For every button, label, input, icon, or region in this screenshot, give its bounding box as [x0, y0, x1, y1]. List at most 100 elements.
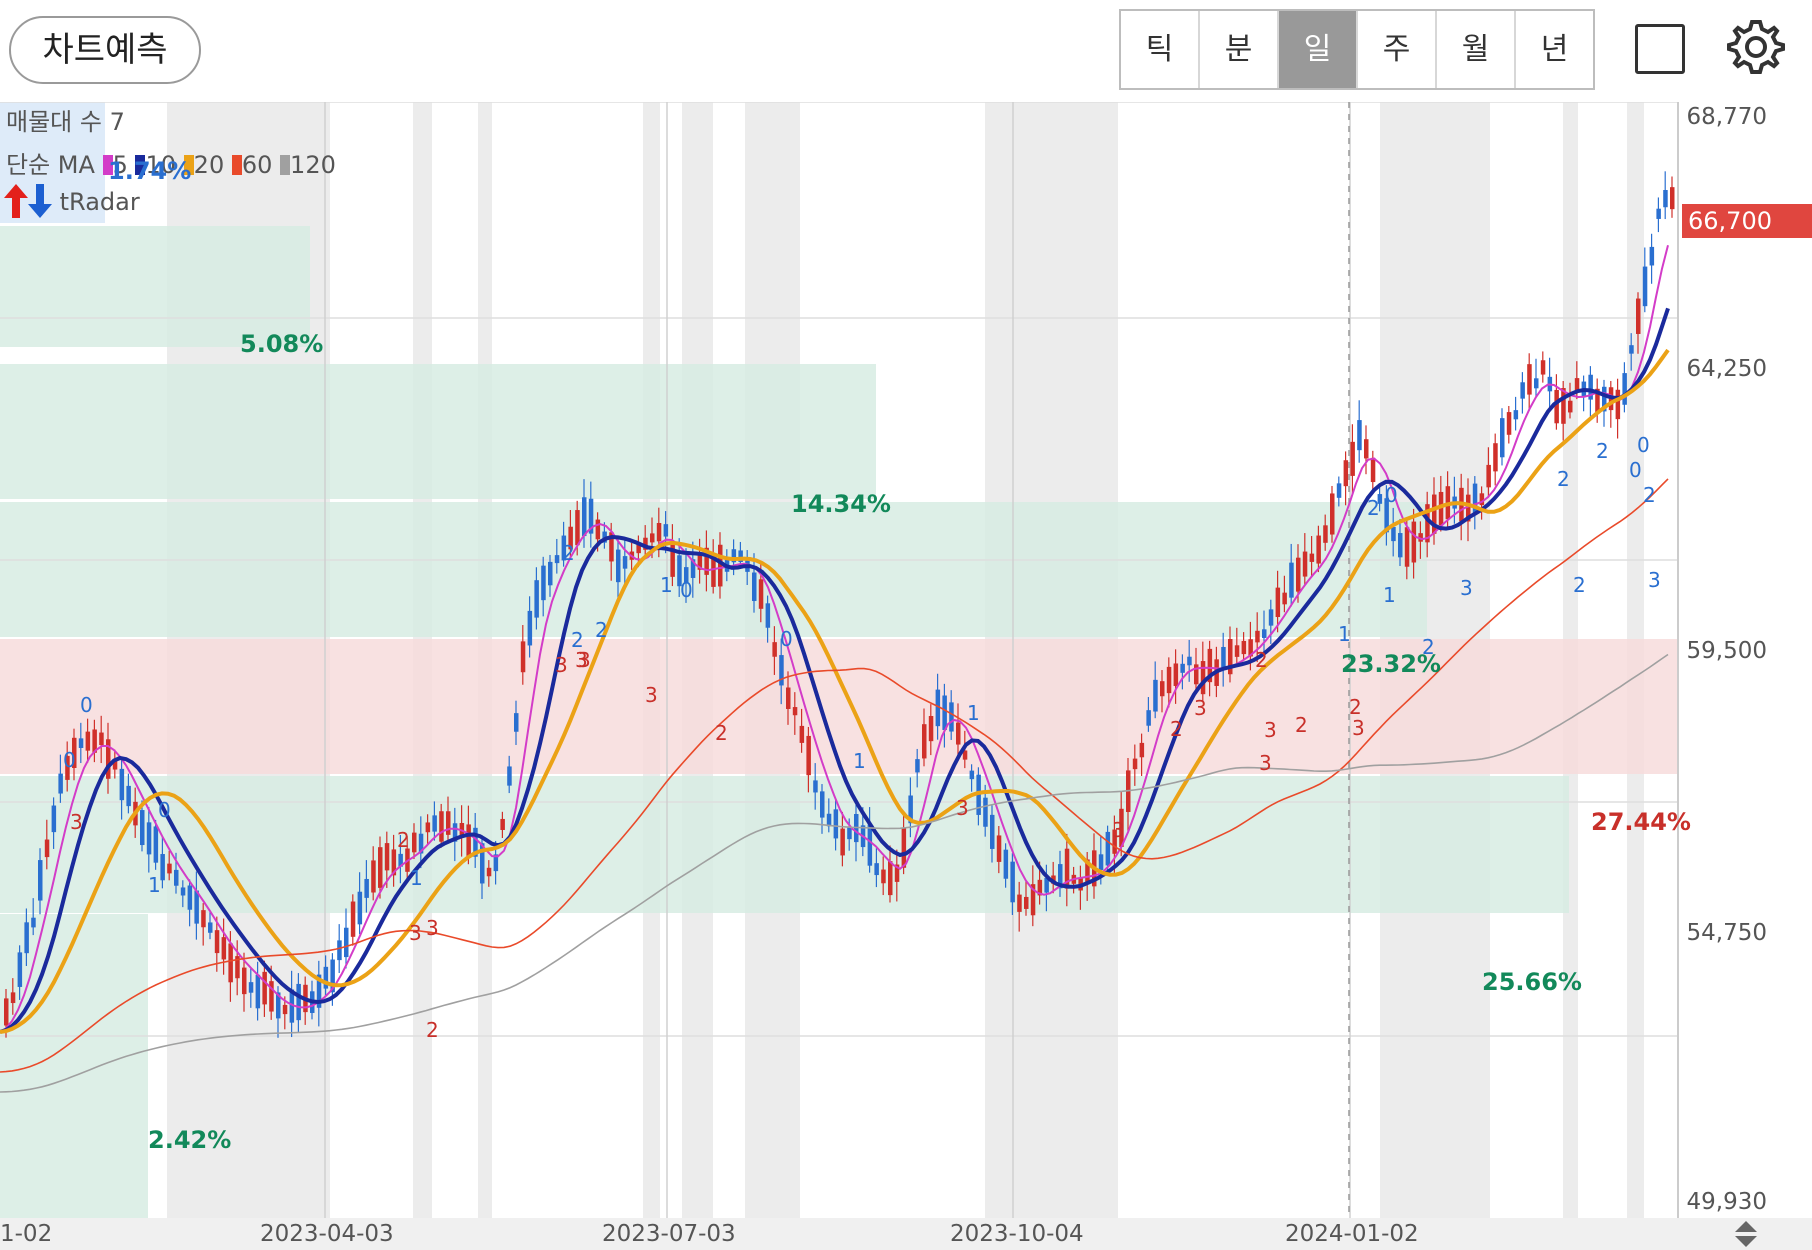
- candle-body: [187, 885, 193, 910]
- candle-body: [1330, 493, 1335, 535]
- candle-body: [622, 556, 628, 569]
- candle-body: [153, 826, 159, 863]
- candle-body: [1636, 298, 1641, 334]
- candle-body: [1228, 639, 1233, 675]
- tab-year[interactable]: 년: [1540, 32, 1569, 67]
- candle-body: [208, 922, 213, 933]
- candle-body: [1479, 493, 1485, 506]
- tab-month[interactable]: 월: [1437, 11, 1516, 88]
- candle-body: [1316, 535, 1321, 564]
- candle-body: [174, 869, 179, 886]
- x-tick-label: 2023-07-03: [602, 1221, 736, 1247]
- candle-body: [1160, 681, 1165, 697]
- signal-number: 3: [426, 916, 439, 940]
- ma5-label: 5: [112, 151, 128, 179]
- candle-body: [1438, 491, 1444, 526]
- tab-day[interactable]: 일: [1279, 11, 1358, 88]
- grid-layer: [0, 102, 1812, 1250]
- candle-body: [1262, 629, 1267, 638]
- candle-body: [758, 579, 764, 609]
- candle-body: [799, 725, 805, 743]
- tab-week[interactable]: 주: [1358, 11, 1437, 88]
- candle-body: [554, 555, 560, 564]
- candle-body: [140, 810, 145, 846]
- candle-body: [1561, 388, 1566, 424]
- signal-number: 2: [397, 828, 410, 852]
- candle-body: [112, 760, 118, 770]
- candle-body: [928, 715, 934, 742]
- candle-body: [507, 766, 512, 786]
- band-percent: 25.66%: [1482, 968, 1582, 996]
- signal-number: 3: [1264, 718, 1277, 742]
- candle-body: [384, 843, 390, 871]
- signal-number: 3: [1194, 696, 1207, 720]
- candle-body: [221, 937, 227, 960]
- candle-body: [738, 550, 743, 563]
- candle-body: [1432, 494, 1437, 534]
- candle-body: [1323, 525, 1328, 543]
- candle-body: [643, 537, 648, 550]
- up-arrow-icon: [4, 184, 28, 218]
- candle-body: [1486, 464, 1491, 488]
- candle-body: [1370, 457, 1376, 483]
- candle-body: [92, 729, 97, 753]
- candle-body: [85, 731, 91, 751]
- candle-body: [1153, 679, 1158, 712]
- signal-number: 1: [853, 749, 866, 773]
- signal-number: 3: [409, 921, 422, 945]
- ma10-swatch: [135, 155, 146, 175]
- tab-minute[interactable]: 분: [1200, 11, 1279, 88]
- candle-body: [1030, 884, 1036, 916]
- candle-body: [697, 554, 703, 570]
- signal-number: 2: [1367, 496, 1380, 520]
- candle-body: [765, 603, 771, 628]
- candle-body: [466, 824, 471, 858]
- candle-body: [575, 510, 580, 546]
- candle-body: [677, 555, 682, 587]
- candle-body: [262, 971, 267, 1005]
- volume-profile-legend: 매물대 수 7: [6, 108, 125, 136]
- chart-predict-button[interactable]: 차트예측: [9, 16, 201, 84]
- candle-body: [1466, 494, 1471, 522]
- ma-legend: 단순 MA 5 10 20 60 120: [6, 145, 336, 180]
- candle-body: [867, 824, 873, 866]
- candle-body: [425, 822, 431, 833]
- ma20-swatch: [183, 155, 194, 175]
- signal-number: 2: [571, 628, 584, 652]
- candle-body: [1275, 587, 1281, 618]
- candle-body: [44, 839, 50, 858]
- candle-body: [1574, 378, 1580, 393]
- candle-body: [1003, 849, 1009, 879]
- candle-body: [1527, 364, 1532, 395]
- candle-body: [289, 989, 295, 1023]
- gear-icon[interactable]: [1726, 16, 1786, 76]
- candle-body: [364, 878, 369, 898]
- square-icon[interactable]: [1635, 24, 1685, 74]
- signal-number: 3: [70, 810, 83, 834]
- y-tick-label: 54,750: [1686, 920, 1767, 946]
- candle-body: [337, 940, 342, 961]
- candle-body: [1350, 441, 1355, 476]
- candle-body: [1534, 378, 1539, 389]
- down-arrow-icon: [28, 184, 52, 218]
- signal-number: 3: [1352, 716, 1365, 740]
- candle-body: [228, 943, 233, 983]
- ma60-label: 60: [241, 151, 273, 179]
- candle-body: [1146, 710, 1151, 726]
- candle-body: [588, 498, 594, 534]
- candle-body: [1302, 551, 1308, 577]
- candle-body: [514, 713, 519, 732]
- band-percent: 1.74%: [108, 157, 192, 185]
- axis-scale-handle-icon[interactable]: [1733, 1219, 1759, 1249]
- candle-body: [561, 535, 567, 561]
- candle-body: [847, 826, 852, 840]
- candle-body: [942, 695, 947, 730]
- signal-number: 3: [1259, 751, 1272, 775]
- candle-body: [1268, 609, 1274, 626]
- x-tick-label: 2024-01-02: [1285, 1221, 1419, 1247]
- tab-tick[interactable]: 틱: [1121, 11, 1200, 88]
- ma120-label: 120: [290, 151, 336, 179]
- candle-body: [119, 768, 125, 801]
